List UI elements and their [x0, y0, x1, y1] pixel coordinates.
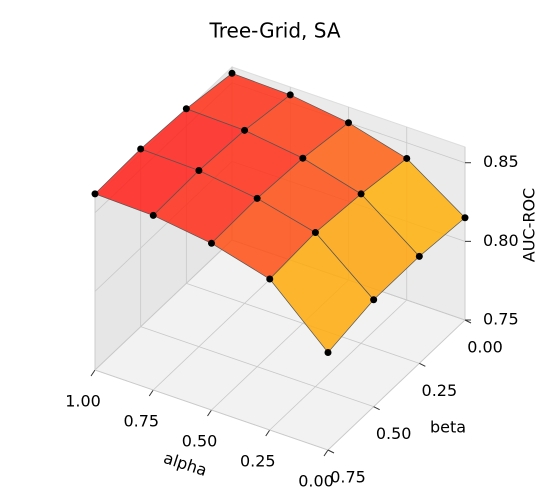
z-tick-label: 0.85 [483, 152, 519, 171]
y-tick-label: 0.75 [330, 468, 366, 487]
data-point [311, 229, 319, 237]
x-tick-label: 1.00 [65, 392, 101, 411]
data-point [182, 105, 190, 113]
data-point [253, 194, 261, 202]
y-tick-label: 0.25 [422, 381, 458, 400]
grid-line [186, 282, 420, 364]
data-point [370, 296, 378, 304]
data-point [345, 119, 352, 127]
data-point [415, 252, 423, 260]
data-point [137, 145, 145, 153]
y-tick-label: 0.50 [376, 424, 412, 443]
x-tick-label: 0.00 [298, 472, 334, 491]
data-point [208, 239, 215, 247]
data-point [357, 190, 365, 198]
data-point [286, 91, 294, 99]
tick-mark [419, 362, 426, 367]
x-tick-label: 0.50 [182, 432, 218, 451]
x-axis-label: alpha [161, 448, 209, 480]
tick-mark [90, 369, 96, 377]
data-point [403, 154, 411, 162]
data-point [228, 69, 236, 77]
grid-line [327, 319, 466, 451]
tick-mark [148, 389, 154, 397]
data-point [266, 275, 274, 283]
tick-mark [207, 409, 212, 417]
data-point [195, 167, 203, 175]
x-tick-label: 0.75 [123, 412, 159, 431]
grid-line [152, 259, 291, 391]
z-axis-label: AUC-ROC [520, 188, 539, 262]
grid-line [94, 239, 233, 371]
grid-line [94, 369, 329, 451]
y-axis-label: beta [430, 418, 466, 437]
y-tick-label: 0.00 [467, 338, 503, 357]
tick-mark [327, 449, 335, 454]
data-point [324, 348, 332, 356]
z-tick-label: 0.80 [483, 231, 519, 250]
data-point [461, 214, 469, 222]
data-point [149, 211, 157, 219]
tick-mark [265, 429, 271, 437]
data-point [299, 154, 307, 162]
grid-line [140, 326, 374, 408]
x-tick-label: 0.25 [240, 452, 276, 471]
tick-mark [373, 406, 380, 411]
grid-line [269, 299, 408, 431]
tick-mark [323, 449, 329, 457]
data-point [241, 126, 249, 134]
chart-title: Tree-Grid, SA [208, 19, 340, 43]
z-tick-label: 0.75 [483, 310, 519, 329]
data-point [91, 190, 99, 198]
